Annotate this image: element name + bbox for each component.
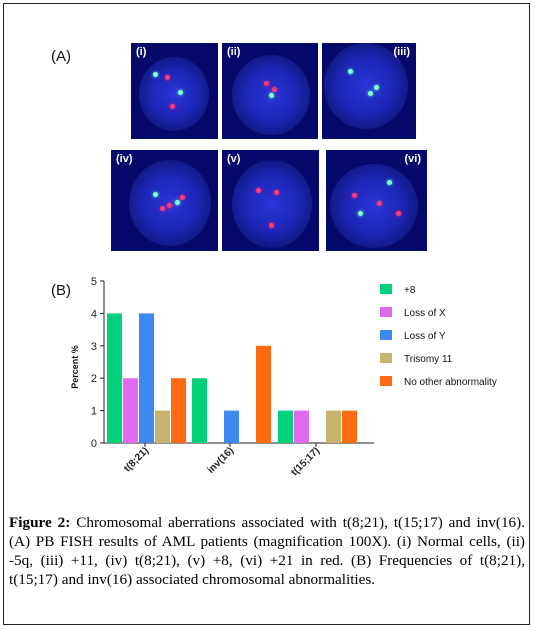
legend-swatch xyxy=(380,376,392,386)
red-signal xyxy=(377,201,383,207)
y-tick-label: 3 xyxy=(91,341,97,353)
bar-4-3 xyxy=(326,410,341,443)
red-signal xyxy=(180,194,186,200)
red-signal xyxy=(268,223,274,229)
y-tick-label: 4 xyxy=(91,308,97,320)
green-signal xyxy=(357,211,363,217)
fish-image-label: (ii) xyxy=(227,46,241,58)
green-signal xyxy=(387,179,393,185)
panel-a-label: (A) xyxy=(51,48,71,65)
fish-image-label: (i) xyxy=(136,46,147,58)
x-tick-label: inv(16) xyxy=(206,445,237,476)
y-axis-label: Percent % xyxy=(70,345,80,389)
green-signal xyxy=(153,191,159,197)
x-tick-label: t(15;17) xyxy=(289,445,322,478)
x-tick-label: t(8;21) xyxy=(122,445,151,474)
fish-image-label: (iii) xyxy=(393,46,411,58)
legend-label: No other abnormality xyxy=(404,377,497,388)
red-signal xyxy=(396,211,402,217)
fish-image-i: (i) xyxy=(131,43,218,139)
green-signal xyxy=(269,93,275,99)
green-signal xyxy=(347,69,353,75)
panel-b-label: (B) xyxy=(51,282,71,299)
green-signal xyxy=(174,200,180,206)
legend-swatch xyxy=(380,330,392,340)
bar-5-3 xyxy=(342,410,357,443)
fish-image-vi: (vi) xyxy=(326,150,427,251)
legend-swatch xyxy=(380,353,392,363)
y-tick-label: 1 xyxy=(91,406,97,418)
legend-label: Loss of X xyxy=(404,308,446,319)
green-signal xyxy=(368,91,374,97)
legend-label: Loss of Y xyxy=(404,331,446,342)
red-signal xyxy=(351,192,357,198)
fish-image-ii: (ii) xyxy=(222,43,318,139)
red-signal xyxy=(273,189,279,195)
fish-image-label: (v) xyxy=(227,153,241,165)
bar-5-1 xyxy=(171,378,186,443)
bar-1-2 xyxy=(192,378,207,443)
bar-2-1 xyxy=(123,378,138,443)
fish-image-iii: (iii) xyxy=(322,43,416,139)
red-signal xyxy=(256,187,262,193)
figure-caption: Figure 2: Chromosomal aberrations associ… xyxy=(9,513,525,589)
bar-4-1 xyxy=(155,410,170,443)
legend-swatch xyxy=(380,307,392,317)
green-signal xyxy=(178,90,184,96)
green-signal xyxy=(152,72,158,78)
y-tick-label: 5 xyxy=(91,276,97,288)
caption-label: Figure 2: xyxy=(9,514,71,531)
y-tick-label: 2 xyxy=(91,373,97,385)
bar-3-1 xyxy=(139,313,154,443)
bar-3-2 xyxy=(224,410,239,443)
legend-swatch xyxy=(380,284,392,294)
bar-5-2 xyxy=(256,345,271,443)
caption-text: Chromosomal aberrations associated with … xyxy=(9,514,525,588)
red-signal xyxy=(170,103,176,109)
bar-1-3 xyxy=(278,410,293,443)
y-tick-label: 0 xyxy=(91,438,97,450)
red-signal xyxy=(272,86,278,92)
fish-image-label: (vi) xyxy=(404,153,422,165)
red-signal xyxy=(167,203,173,209)
fish-image-v: (v) xyxy=(222,150,319,251)
legend-label: +8 xyxy=(404,285,416,296)
red-signal xyxy=(159,206,165,212)
fish-image-label: (iv) xyxy=(116,153,133,165)
legend-label: Trisomy 11 xyxy=(404,354,453,365)
fish-image-iv: (iv) xyxy=(111,150,218,251)
bar-2-3 xyxy=(294,410,309,443)
bar-1-1 xyxy=(107,313,122,443)
green-signal xyxy=(374,84,380,90)
bar-chart: 0 1 2 3 4 5 t(8;21) inv(16) t(15;17) +8 Loss of … xyxy=(70,276,497,478)
red-signal xyxy=(165,75,171,81)
red-signal xyxy=(263,80,269,86)
